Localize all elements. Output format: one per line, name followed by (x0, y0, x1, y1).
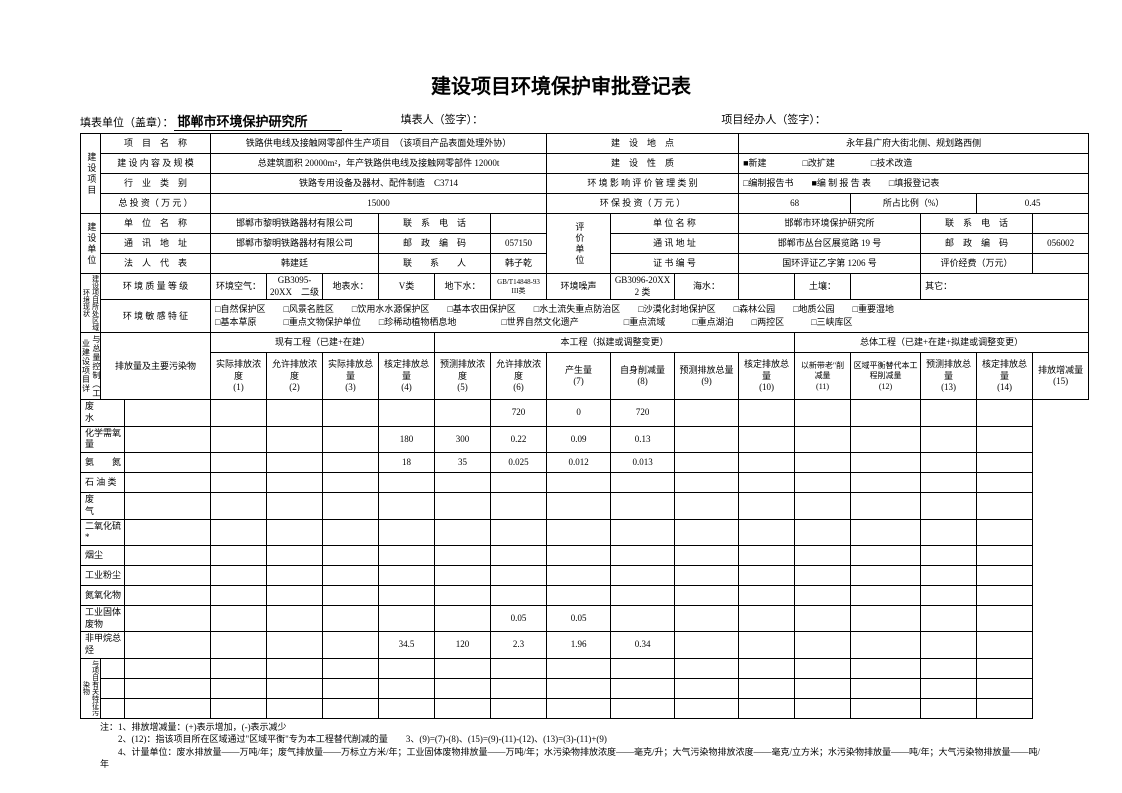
s4-side: 污染物排放达标与总量控制（工业建设项目详填） (81, 333, 101, 400)
s3-r2: 环 境 敏 感 特 征 □自然保护区 □风景名胜区 □饮用水水源保护区 □基本农… (81, 300, 1089, 333)
fill-unit-label: 填表单位（盖章）： (80, 117, 174, 129)
s2-side: 建设单位 (81, 214, 101, 274)
topline: 填表单位（盖章）：邯郸市环境保护研究所 填表人（签字）： 项目经办人（签字）： (80, 111, 1042, 131)
table-row: 与项目有关特征污染物 (81, 658, 1089, 678)
fill-person-label: 填表人（签字）： (401, 114, 484, 126)
table-row: 工业固体废物0.050.05 (81, 605, 1089, 631)
s1-side: 建设项目 (81, 134, 101, 214)
table-row: 烟尘 (81, 545, 1089, 565)
notes: 注：1、排放增减量：(+)表示增加，(-)表示减少 2、(12)：指该项目所在区… (80, 721, 1042, 771)
table-row: 非甲烷总烃34.51202.31.960.34 (81, 632, 1089, 658)
table-row: 废 水7200720 (81, 400, 1089, 426)
s3-r1: 建设项目所处区域环境现状 环 境 质 量 等 级 环境空气： GB3095-20… (81, 274, 1089, 300)
table-row: 氮氧化物 (81, 585, 1089, 605)
s2-r1: 建设单位 单 位 名 称 邯郸市黎明铁路器材有限公司 联 系 电 话 评价单位 … (81, 214, 1089, 234)
table-row: 二氧化硫* (81, 519, 1089, 545)
table-row (81, 678, 1089, 698)
s1-r3: 行 业 类 别 铁路专用设备及器材、配件制造 C3714 环 境 影 响 评 价… (81, 174, 1089, 194)
table-row: 废 气 (81, 493, 1089, 519)
fill-unit: 邯郸市环境保护研究所 (174, 111, 342, 131)
table-row (81, 698, 1089, 718)
page: 建设项目环境保护审批登记表 填表单位（盖章）：邯郸市环境保护研究所 填表人（签字… (0, 0, 1122, 793)
s1-r1: 建设项目 项 目 名 称 铁路供电线及接触网零部件生产项目 （该项目产品表面处理… (81, 134, 1089, 154)
table-row: 化学需氧量1803000.220.090.13 (81, 426, 1089, 452)
table-row: 氨 氮18350.0250.0120.013 (81, 453, 1089, 473)
s1-r2: 建 设 内 容 及 规 模 总建筑面积 20000m²，年产铁路供电线及接触网零… (81, 154, 1089, 174)
s4-grp: 污染物排放达标与总量控制（工业建设项目详填） 排放量及主要污染物 现有工程（已建… (81, 333, 1089, 353)
main-table: 建设项目 项 目 名 称 铁路供电线及接触网零部件生产项目 （该项目产品表面处理… (80, 133, 1089, 719)
table-row: 石 油 类 (81, 473, 1089, 493)
s4-h: 实际排放浓度(1) 允许排放浓度(2) 实际排放总量(3) 核定排放总量(4) … (81, 353, 1089, 400)
s1-r4: 总 投 资（ 万 元 ） 15000 环 保 投 资（ 万 元 ） 68 所占比… (81, 194, 1089, 214)
pm-label: 项目经办人（签字）： (721, 114, 826, 126)
table-row: 工业粉尘 (81, 565, 1089, 585)
s3-side: 建设项目所处区域环境现状 (81, 274, 101, 333)
title: 建设项目环境保护审批登记表 (80, 70, 1042, 99)
